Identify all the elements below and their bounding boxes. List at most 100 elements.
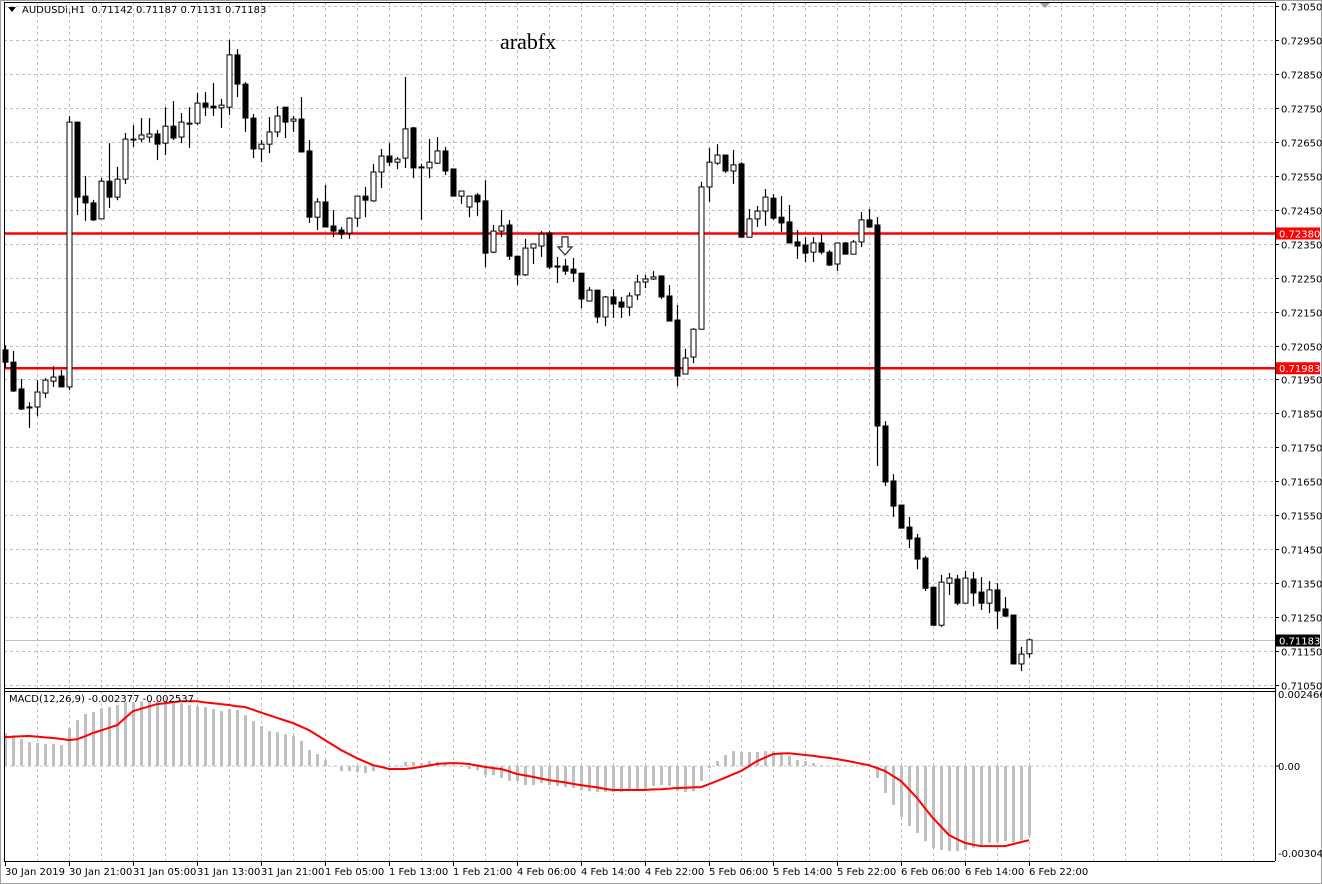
candle-body-bear <box>282 106 289 123</box>
macd-histogram-bar <box>652 766 655 786</box>
candle <box>442 146 449 176</box>
macd-histogram-bar <box>316 754 319 767</box>
candle-body-bull <box>858 219 865 243</box>
candle-body-bull <box>626 295 633 308</box>
candle <box>298 96 305 153</box>
time-tick-label: 31 Jan 13:00 <box>197 867 260 878</box>
candle <box>2 345 9 368</box>
candle-body-bull <box>538 233 545 247</box>
macd-histogram-bar <box>308 749 311 767</box>
candle <box>242 82 249 132</box>
macd-histogram-bar <box>44 744 47 767</box>
macd-histogram-bar <box>76 720 79 767</box>
candle-body-bull <box>370 171 377 202</box>
candle <box>42 378 49 399</box>
candle-body-bear <box>10 361 17 392</box>
candle <box>386 143 393 166</box>
candle-body-bull <box>746 218 753 238</box>
candle-body-bear <box>210 105 217 109</box>
macd-histogram-bar <box>356 766 359 773</box>
macd-histogram-bar <box>252 721 255 767</box>
candle-body-bull <box>162 125 169 144</box>
candle <box>938 575 945 627</box>
macd-histogram-bar <box>404 761 407 767</box>
macd-histogram-bar <box>844 765 847 767</box>
candle <box>466 195 473 218</box>
macd-histogram-bar <box>148 701 151 767</box>
time-tick-label: 30 Jan 21:00 <box>69 867 132 878</box>
candle <box>202 91 209 116</box>
candle <box>786 204 793 244</box>
candle-body-bull <box>346 217 353 234</box>
candle-body-bull <box>522 247 529 276</box>
candle <box>426 139 433 179</box>
macd-histogram-bar <box>804 761 807 767</box>
price-tick-label: 0.71650 <box>1281 478 1322 489</box>
candle-body-bull <box>602 296 609 318</box>
macd-histogram-bar <box>396 765 399 767</box>
candle-body-bear <box>594 289 601 318</box>
candle <box>986 581 993 614</box>
candle-body-bear <box>154 133 161 145</box>
macd-histogram-bar <box>852 765 855 767</box>
candle <box>354 195 361 228</box>
macd-histogram-bar <box>612 766 615 793</box>
candle-body-bear <box>786 221 793 244</box>
candle-body-bear <box>922 557 929 589</box>
macd-histogram-bar <box>924 766 927 842</box>
candle <box>330 210 337 238</box>
time-tick-label: 6 Feb 06:00 <box>901 867 960 878</box>
candle-body-bear <box>362 195 369 201</box>
candle-body-bull <box>314 201 321 218</box>
candle-body-bull <box>938 581 945 626</box>
candle-body-bull <box>986 589 993 604</box>
candle-body-bull <box>194 102 201 124</box>
candle-body-bear <box>826 251 833 266</box>
candle-body-bull <box>258 143 265 150</box>
candle <box>338 227 345 239</box>
macd-histogram-bar <box>452 765 455 767</box>
horizontal-levels <box>4 232 1275 641</box>
candle-body-bear <box>890 480 897 507</box>
macd-histogram-bar <box>788 756 791 767</box>
macd-label: MACD(12,26,9) -0.002377 -0.002537 <box>9 694 194 705</box>
candle <box>594 289 601 324</box>
candle <box>394 157 401 169</box>
candle-body-bear <box>882 425 889 483</box>
macd-histogram-bar <box>4 733 7 767</box>
macd-histogram-bar <box>692 766 695 792</box>
macd-histogram-bar <box>828 766 831 767</box>
candle <box>850 239 857 255</box>
candle-body-bear <box>618 301 625 308</box>
candle <box>866 209 873 229</box>
time-tick-label: 4 Feb 14:00 <box>581 867 640 878</box>
candle <box>618 296 625 319</box>
candle <box>522 238 529 276</box>
candle <box>402 76 409 168</box>
candle <box>122 132 129 184</box>
candle-body-bear <box>802 244 809 254</box>
current-price-label: 0.71183 <box>1279 637 1320 648</box>
macd-histogram-bar <box>836 765 839 767</box>
watermark-text: arabfx <box>500 29 557 54</box>
candle-body-bear <box>914 537 921 560</box>
candle <box>1026 638 1033 658</box>
macd-histogram-bar <box>324 759 327 767</box>
triangle-down-icon[interactable] <box>8 7 16 12</box>
grid <box>4 2 1275 861</box>
candle <box>378 148 385 188</box>
candle-body-bear <box>58 375 65 388</box>
candle-body-bear <box>930 586 937 626</box>
candle <box>530 243 537 265</box>
candle-body-bear <box>442 150 449 172</box>
candle <box>898 504 905 529</box>
candle <box>546 231 553 270</box>
candle <box>194 92 201 126</box>
candle-body-bull <box>730 164 737 172</box>
candle-body-bull <box>290 118 297 122</box>
ohlc-readout: 0.71142 0.71187 0.71131 0.71183 <box>91 5 267 16</box>
macd-histogram-bar <box>580 766 583 791</box>
current-price-tag <box>1276 634 1320 647</box>
candle <box>418 163 425 220</box>
